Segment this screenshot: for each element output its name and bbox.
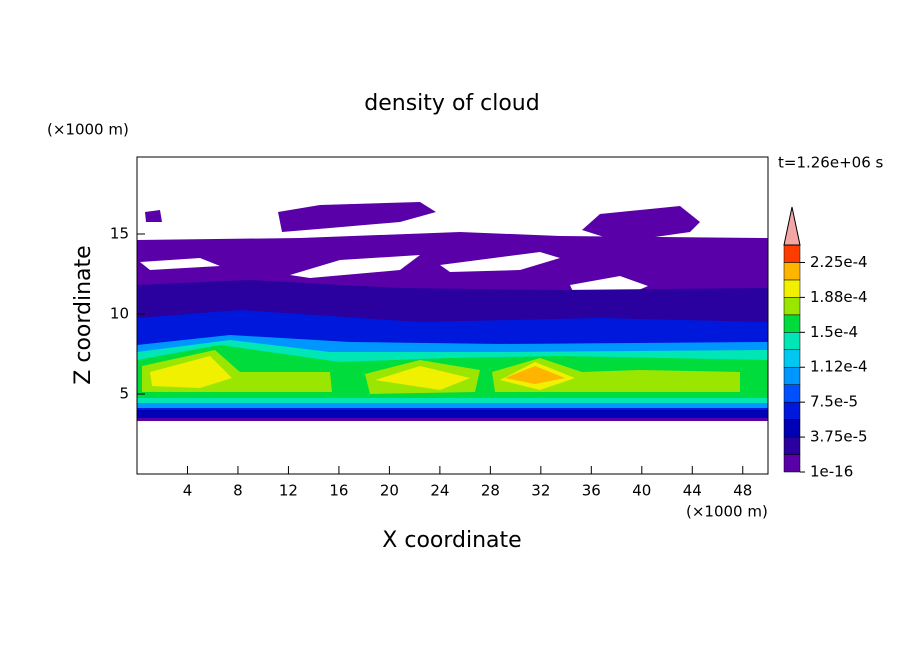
x-tick-label: 20: [380, 482, 399, 500]
colorbar-band: [783, 366, 801, 385]
colorbar-band: [783, 262, 801, 281]
colorbar-band: [783, 297, 801, 316]
annotation: t=1.26e+06 s: [778, 154, 884, 172]
colorbar-tick-label: 3.75e-5: [810, 428, 868, 446]
x-tick-label: 36: [582, 482, 601, 500]
x-tick-label: 24: [430, 482, 449, 500]
colorbar-tick-label: 2.25e-4: [810, 253, 868, 271]
x-tick-label: 28: [481, 482, 500, 500]
x-tick-label: 32: [531, 482, 550, 500]
y-axis-label: Z coordinate: [71, 245, 96, 384]
chart-title: density of cloud: [364, 91, 539, 116]
x-tick-label: 16: [329, 482, 348, 500]
plot-frame: [136, 156, 769, 475]
x-tick-label: 4: [183, 482, 193, 500]
y-tick-label: 10: [110, 305, 129, 323]
colorbar-tick-label: 7.5e-5: [810, 393, 858, 411]
x-tick-label: 44: [683, 482, 702, 500]
colorbar-band: [783, 419, 801, 438]
contour-field: [137, 202, 768, 421]
y-tick-label: 5: [119, 385, 129, 403]
x-tick-label: 48: [733, 482, 752, 500]
y-unit: (×1000 m): [47, 121, 129, 139]
colorbar-band: [783, 332, 801, 351]
colorbar-band: [783, 436, 801, 455]
colorbar-band: [783, 401, 801, 420]
colorbar-band: [783, 279, 801, 298]
colorbar-tick-label: 1.12e-4: [810, 358, 868, 376]
x-tick-label: 40: [632, 482, 651, 500]
colorbar-band: [783, 349, 801, 368]
colorbar-extend: [783, 206, 801, 246]
y-tick-label: 15: [110, 225, 129, 243]
colorbar-tick-label: 1e-16: [810, 463, 853, 481]
colorbar-tick-label: 1.5e-4: [810, 323, 858, 341]
colorbar-band: [783, 454, 801, 473]
x-tick-label: 12: [279, 482, 298, 500]
colorbar-band: [783, 384, 801, 403]
x-axis-label: X coordinate: [382, 528, 521, 553]
colorbar-tick-label: 1.88e-4: [810, 288, 868, 306]
colorbar-band: [783, 314, 801, 333]
x-tick-label: 8: [233, 482, 243, 500]
x-unit: (×1000 m): [686, 503, 768, 521]
colorbar-band: [783, 244, 801, 263]
